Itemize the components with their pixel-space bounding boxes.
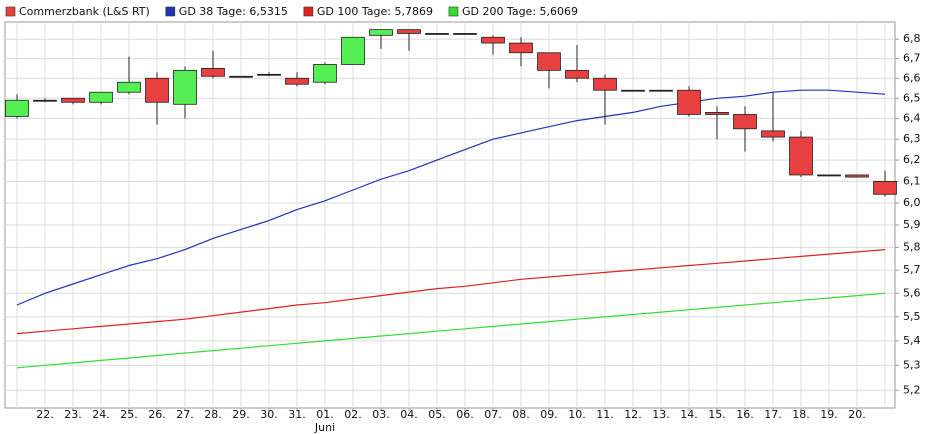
- y-tick-label: 6,2: [903, 153, 921, 166]
- candle-body: [229, 75, 253, 78]
- candle-body: [313, 64, 337, 83]
- legend-label: Commerzbank (L&S RT): [19, 5, 150, 18]
- candle-body: [509, 42, 533, 54]
- candle-body: [89, 91, 113, 103]
- x-tick-label: 13.: [652, 408, 670, 421]
- y-tick-label: 5,7: [903, 263, 921, 276]
- y-tick-label: 6,7: [903, 52, 921, 65]
- x-tick-label: 01.: [316, 408, 334, 421]
- x-tick-label: 28.: [204, 408, 222, 421]
- candle-body: [5, 99, 29, 117]
- legend-label: GD 100 Tage: 5,7869: [317, 5, 433, 18]
- x-tick-label: 23.: [64, 408, 82, 421]
- y-tick-label: 6,1: [903, 174, 921, 187]
- moving-average-line: [16, 89, 886, 306]
- x-tick-label: 06.: [456, 408, 474, 421]
- y-tick-label: 6,4: [903, 112, 921, 125]
- plot-frame: [4, 21, 896, 409]
- x-tick-label: 02.: [344, 408, 362, 421]
- y-tick-label: 6,5: [903, 91, 921, 104]
- candle-body: [845, 174, 869, 178]
- x-tick-label: 04.: [400, 408, 418, 421]
- candle-body: [621, 89, 645, 92]
- x-tick-label: 27.: [176, 408, 194, 421]
- x-tick-label: 10.: [568, 408, 586, 421]
- y-tick-label: 6,8: [903, 32, 921, 45]
- y-tick-label: 5,3: [903, 358, 921, 371]
- candle-body: [677, 89, 701, 115]
- candle-body: [257, 73, 281, 76]
- legend-label: GD 38 Tage: 6,5315: [179, 5, 288, 18]
- candle-body: [537, 52, 561, 71]
- x-tick-label: 24.: [92, 408, 110, 421]
- x-tick-label: 09.: [540, 408, 558, 421]
- candle-body: [117, 81, 141, 93]
- candle-body: [817, 174, 841, 177]
- y-tick-label: 5,5: [903, 310, 921, 323]
- x-tick-label: 05.: [428, 408, 446, 421]
- y-tick-label: 5,2: [903, 383, 921, 396]
- x-tick-label: 03.: [372, 408, 390, 421]
- x-tick-label: 12.: [624, 408, 642, 421]
- y-tick-label: 5,8: [903, 240, 921, 253]
- x-tick-label: 16.: [736, 408, 754, 421]
- x-tick-label: 19.: [820, 408, 838, 421]
- x-tick-label: 18.: [792, 408, 810, 421]
- candle-body: [33, 99, 57, 102]
- candle-body: [873, 180, 897, 195]
- moving-average-line: [16, 292, 886, 369]
- x-tick-label: 22.: [36, 408, 54, 421]
- y-tick-label: 6,3: [903, 132, 921, 145]
- x-tick-label: 07.: [484, 408, 502, 421]
- candle-body: [61, 97, 85, 103]
- x-sublabel: Juni: [314, 421, 335, 434]
- y-tick-label: 5,6: [903, 286, 921, 299]
- y-tick-label: 6,6: [903, 71, 921, 84]
- legend-swatch: [303, 6, 314, 17]
- y-tick-label: 5,9: [903, 218, 921, 231]
- candle-body: [285, 77, 309, 85]
- x-tick-label: 25.: [120, 408, 138, 421]
- moving-average-line: [16, 249, 886, 335]
- x-tick-label: 11.: [596, 408, 614, 421]
- x-tick-label: 08.: [512, 408, 530, 421]
- x-tick-label: 26.: [148, 408, 166, 421]
- candle-body: [201, 67, 225, 77]
- candle-body: [397, 29, 421, 34]
- candle-body: [565, 69, 589, 79]
- candle-body: [481, 36, 505, 44]
- x-tick-label: 14.: [680, 408, 698, 421]
- candle-body: [705, 112, 729, 115]
- candle-body: [733, 114, 757, 130]
- candle-body: [789, 136, 813, 176]
- candle-body: [369, 29, 393, 36]
- legend-swatch: [5, 6, 16, 17]
- legend-swatch: [448, 6, 459, 17]
- candle-body: [173, 69, 197, 105]
- candle-body: [425, 33, 449, 35]
- x-tick-label: 20.: [848, 408, 866, 421]
- candle-body: [761, 130, 785, 138]
- candle-body: [145, 77, 169, 103]
- legend-swatch: [165, 6, 176, 17]
- x-tick-label: 30.: [260, 408, 278, 421]
- x-tick-label: 29.: [232, 408, 250, 421]
- x-tick-label: 31.: [288, 408, 306, 421]
- candle-body: [649, 89, 673, 92]
- x-tick-label: 17.: [764, 408, 782, 421]
- candle-body: [341, 36, 365, 65]
- x-tick-label: 15.: [708, 408, 726, 421]
- y-tick-label: 5,4: [903, 334, 921, 347]
- candle-body: [453, 33, 477, 35]
- y-tick-label: 6,0: [903, 196, 921, 209]
- legend-label: GD 200 Tage: 5,6069: [462, 5, 578, 18]
- candle-body: [593, 77, 617, 91]
